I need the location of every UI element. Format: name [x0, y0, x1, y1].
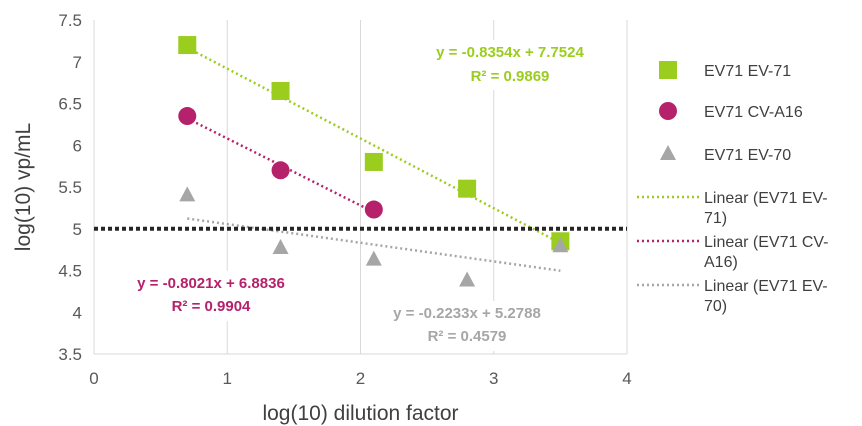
data-points: [178, 36, 570, 287]
y-tick-label: 7.5: [58, 11, 82, 30]
data-point: [365, 250, 382, 266]
y-tick-label: 5.5: [58, 178, 82, 197]
x-tick-label: 1: [223, 369, 232, 388]
data-point: [271, 81, 290, 100]
y-tick-label: 3.5: [58, 345, 82, 364]
data-point: [272, 238, 289, 254]
equation-box: [367, 301, 567, 351]
data-point: [364, 200, 383, 219]
y-tick-label: 5: [73, 220, 82, 239]
equation-labels: y = -0.8354x + 7.7524 R² = 0.9869 y = -0.8…: [111, 40, 610, 351]
y-axis-title: log(10) vp/mL: [12, 123, 35, 251]
legend-marker: [659, 61, 677, 79]
legend-marker: [660, 145, 676, 160]
x-tick-label: 0: [89, 369, 98, 388]
trendline-equation: y = -0.8021x + 6.8836: [137, 275, 285, 292]
legend-label: Linear (EV71 EV-: [704, 278, 828, 295]
x-tick-label: 4: [622, 369, 631, 388]
data-point: [179, 186, 196, 202]
legend-label: Linear (EV71 CV-: [704, 234, 829, 251]
x-axis-title: log(10) dilution factor: [262, 402, 458, 425]
y-tick-label: 6: [73, 136, 82, 155]
y-tick-label: 4: [73, 303, 82, 322]
legend-marker: [659, 102, 677, 120]
trendline: [186, 46, 561, 245]
legend-label: 71): [704, 210, 727, 227]
legend-label: Linear (EV71 EV-: [704, 190, 828, 207]
trendline-equation: y = -0.2233x + 5.2788: [393, 305, 541, 322]
legend-label: 70): [704, 298, 727, 315]
legend-label: EV71 EV-71: [704, 63, 791, 80]
trendline-r2: R² = 0.4579: [428, 328, 507, 345]
trendline-r2: R² = 0.9869: [471, 68, 550, 85]
axis-ticks: 0 1 2 3 4 3.5 4 4.5 5 5.5 6 6.5 7 7.5: [58, 11, 631, 388]
legend: EV71 EV-71 EV71 CV-A16 EV71 EV-70 Linear (E…: [637, 61, 829, 315]
legend-label: A16): [704, 254, 738, 271]
data-point: [364, 152, 383, 171]
y-tick-label: 4.5: [58, 262, 82, 281]
equation-box: [111, 271, 311, 321]
trendline-equation: y = -0.8354x + 7.7524: [436, 44, 584, 61]
y-tick-label: 6.5: [58, 95, 82, 114]
data-point: [271, 161, 290, 180]
equation-box: [410, 40, 610, 90]
trendline-r2: R² = 0.9904: [172, 298, 251, 315]
data-point: [178, 107, 197, 126]
data-point: [178, 36, 197, 55]
legend-label: EV71 EV-70: [704, 147, 791, 164]
legend-label: EV71 CV-A16: [704, 104, 803, 121]
x-tick-label: 3: [489, 369, 498, 388]
data-point: [458, 179, 477, 198]
data-point: [459, 271, 476, 287]
x-tick-label: 2: [356, 369, 365, 388]
trendlines: [186, 46, 561, 272]
y-tick-label: 7: [73, 53, 82, 72]
data-point: [552, 237, 569, 253]
